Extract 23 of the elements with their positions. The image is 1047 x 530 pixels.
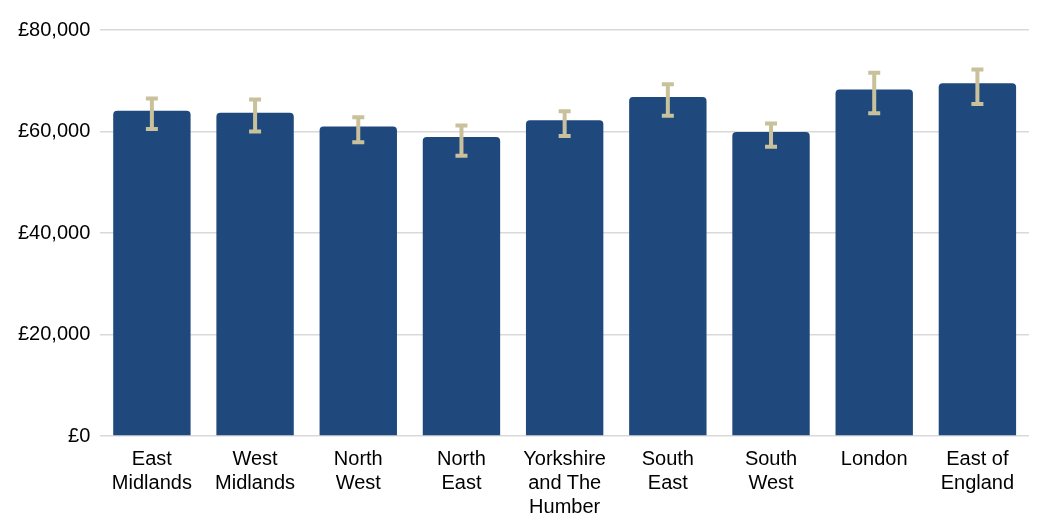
bar (835, 89, 913, 436)
x-tick-label: East of England (940, 446, 1015, 493)
bar (938, 83, 1017, 436)
bar (525, 120, 604, 436)
x-tick-label: North West (333, 446, 383, 493)
y-tick-label: £80,000 (18, 17, 91, 40)
y-tick-label: £40,000 (18, 220, 91, 243)
y-tick-label: £20,000 (18, 322, 91, 345)
x-tick-label: North East (437, 446, 486, 493)
bar (216, 112, 294, 436)
x-tick-label: South East (641, 446, 694, 493)
x-tick-label: Yorkshire and The Humber (523, 446, 606, 517)
y-tick-label: £0 (68, 423, 91, 446)
x-tick-label: South West (744, 446, 798, 493)
bar (113, 110, 191, 436)
x-tick-label: East Midlands (111, 446, 192, 493)
x-tick-label: West Midlands (215, 446, 296, 493)
bar (319, 126, 397, 436)
bar (422, 137, 501, 436)
bar (732, 132, 810, 436)
y-tick-label: £60,000 (18, 119, 91, 142)
x-tick-label: London (840, 446, 908, 469)
bar (629, 96, 707, 436)
